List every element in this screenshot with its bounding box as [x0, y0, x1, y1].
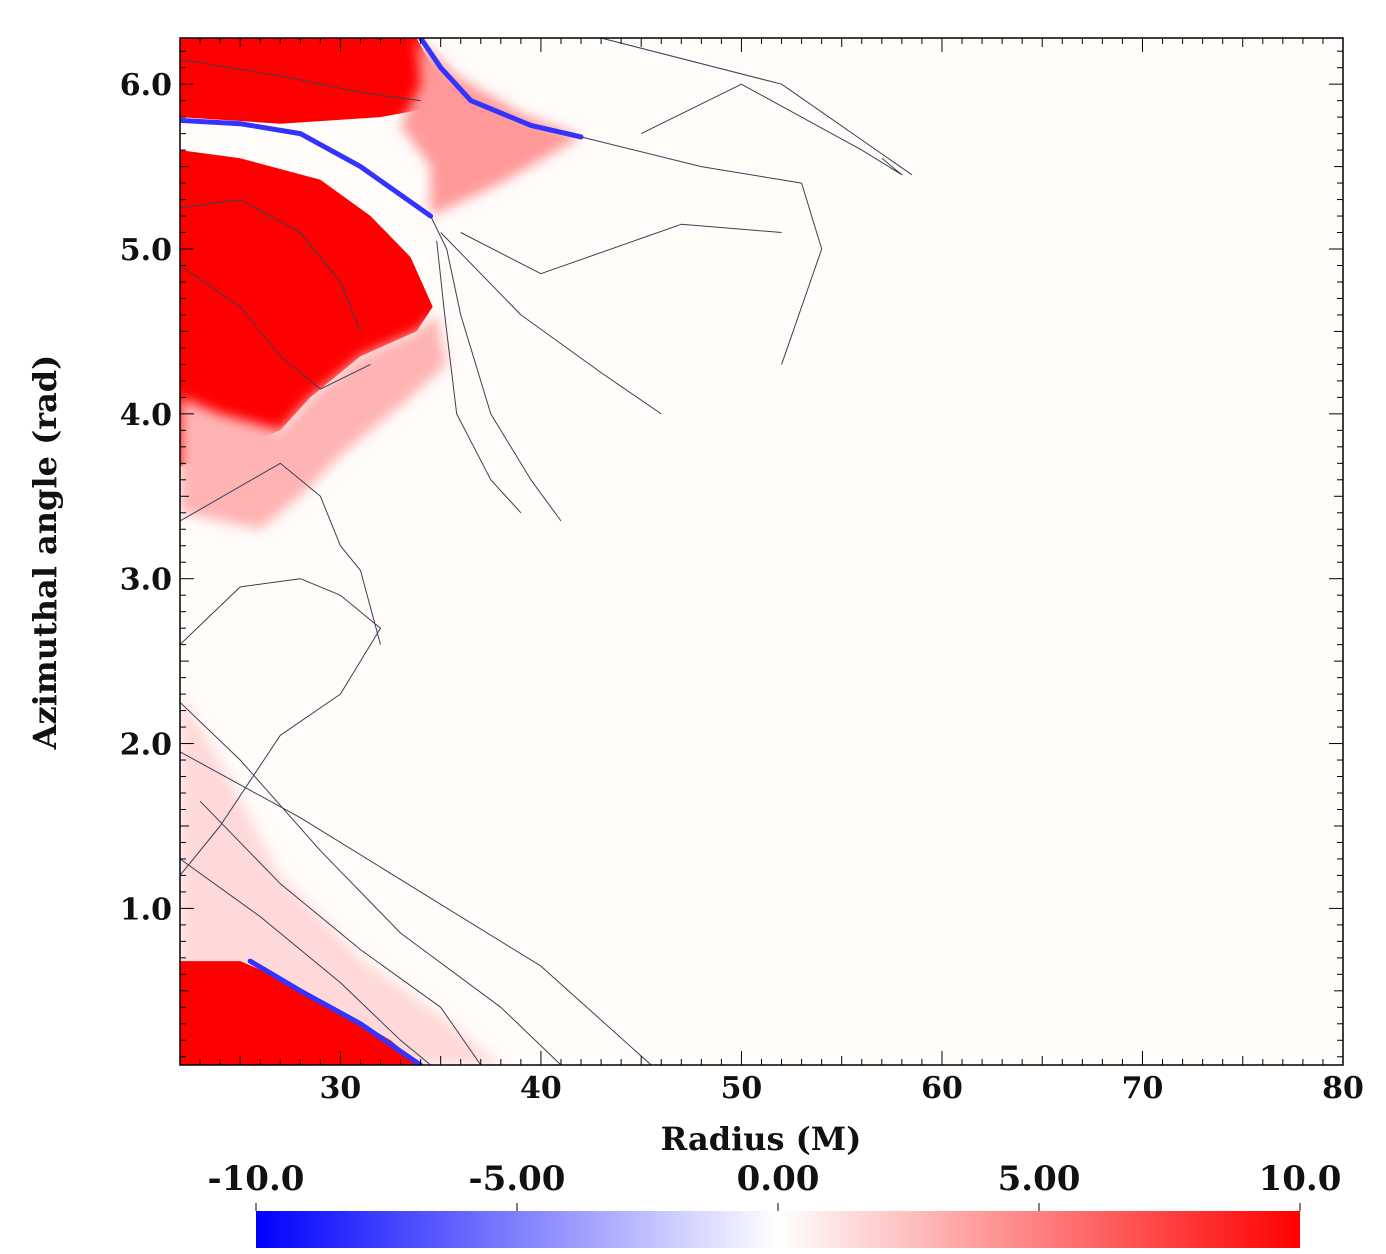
contour-line [180, 701, 562, 1065]
contour-line [440, 232, 662, 415]
contour-line [199, 800, 482, 1065]
x-tick-label: 40 [520, 1071, 562, 1106]
plot-background [180, 38, 1343, 1065]
heat-region-lower-red-lobe [180, 961, 421, 1065]
x-tick-label: 30 [320, 1071, 362, 1106]
contour-line [580, 136, 823, 365]
x-tick-label: 50 [721, 1071, 763, 1106]
contour-line [180, 199, 361, 332]
contour-line [600, 38, 913, 176]
colorbar-tick-label: -10.0 [208, 1159, 305, 1199]
y-tick-label: 2.0 [120, 728, 172, 763]
band-upper-edge-band [418, 38, 584, 140]
contour-line [180, 751, 652, 1065]
y-axis: 1.0 2.0 3.0 4.0 5.0 6.0 [120, 50, 1343, 1058]
heat-region-upper-red-lobe [180, 38, 471, 124]
contour-line [180, 58, 421, 102]
band-lower-edge-band [247, 958, 424, 1065]
y-tick-label: 4.0 [120, 398, 172, 433]
y-tick-label: 5.0 [120, 233, 172, 268]
contour-line [460, 223, 782, 275]
x-axis: 30 40 50 60 70 80 [179, 38, 1364, 1106]
x-tick-label: 70 [1122, 1071, 1164, 1106]
colorbar: -10.0 -5.00 0.00 5.00 10.0 [208, 1159, 1342, 1248]
colorbar-tick-label: 5.00 [998, 1159, 1081, 1199]
colorbar-ticks: -10.0 -5.00 0.00 5.00 10.0 [208, 1159, 1342, 1211]
y-tick-label: 6.0 [120, 68, 172, 103]
contour-lines [180, 38, 913, 1065]
y-tick-label: 1.0 [120, 892, 172, 927]
contour-line [436, 240, 522, 514]
contour-line [180, 265, 371, 390]
colorbar-tick-label: -5.00 [469, 1159, 566, 1199]
x-tick-label: 60 [921, 1071, 963, 1106]
negative-value-bands [180, 38, 584, 1065]
colorbar-tick-label: 0.00 [737, 1159, 820, 1199]
y-tick-label: 3.0 [120, 563, 172, 598]
y-axis-title: Azimuthal angle (rad) [26, 355, 64, 751]
contour-line [180, 578, 381, 876]
x-axis-title: Radius (M) [661, 1120, 862, 1158]
band-upper-cut-band [180, 117, 434, 219]
colorbar-tick-label: 10.0 [1259, 1159, 1342, 1199]
heat-region-middle-pink-halo [180, 314, 447, 530]
heatmap-field [180, 38, 581, 1065]
contour-line [180, 462, 381, 645]
colorbar-gradient [256, 1211, 1300, 1248]
x-tick-label: 80 [1322, 1071, 1364, 1106]
contour-line [430, 215, 562, 522]
contour-line [640, 83, 903, 176]
heat-region-upper-red-tail [400, 38, 581, 216]
heat-region-middle-red-lobe [180, 150, 433, 467]
contour-line [180, 858, 431, 1065]
